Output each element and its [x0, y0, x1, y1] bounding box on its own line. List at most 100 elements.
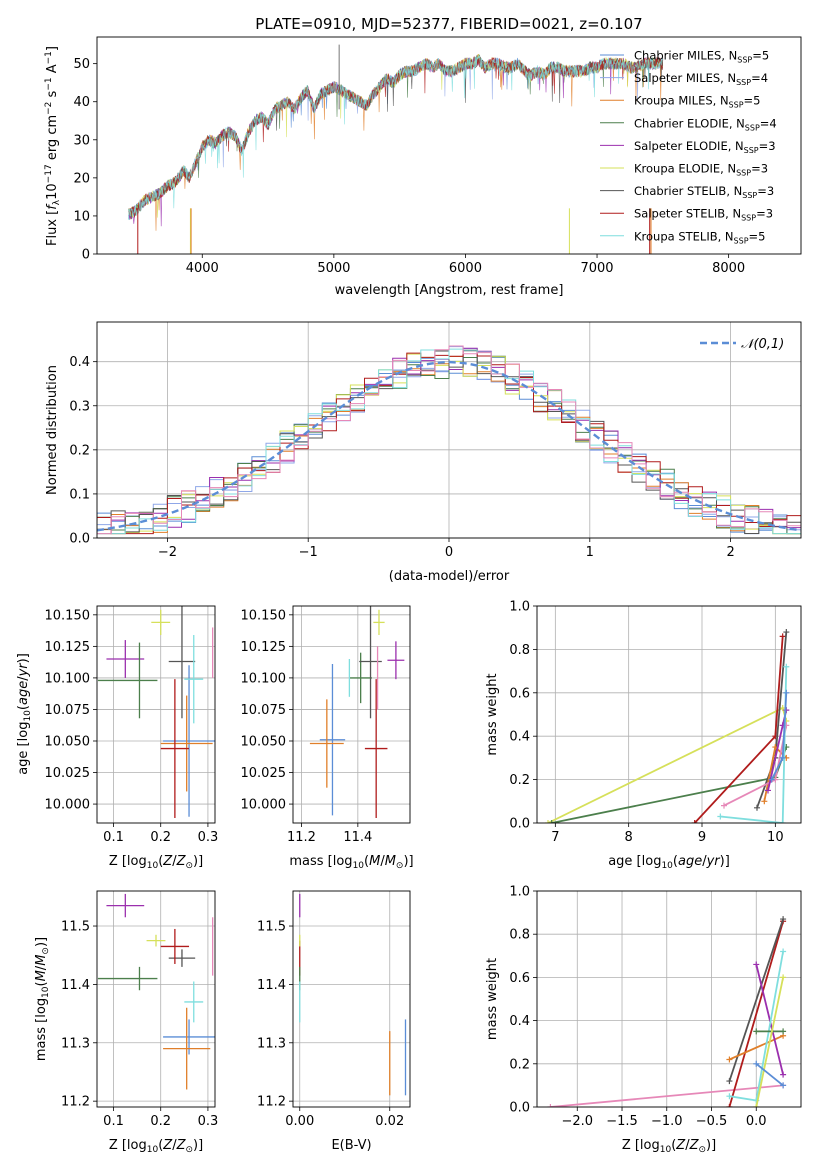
legend-text: Kroupa MILES, N	[634, 94, 729, 108]
weight-marker	[754, 804, 760, 811]
weight-marker	[547, 1104, 554, 1107]
weight-marker	[765, 787, 771, 794]
x-tick-label: 0	[445, 545, 453, 560]
weight-marker	[779, 820, 786, 823]
y-tick-label: 11.2	[257, 1095, 286, 1110]
legend-entry: Chabrier STELIB, NSSP=3	[634, 184, 774, 200]
weight-marker	[726, 1078, 733, 1085]
mass-vs-Z-axes: 0.1 0.2 0.3 11.2 11.3 11.4 11.5 Z [log10(Z/Z⊙)]…	[34, 890, 218, 1155]
y-tick-label: 20	[73, 171, 90, 186]
y-tick-label: 1.0	[509, 600, 530, 615]
y-tick-label: 11.2	[61, 1095, 90, 1110]
legend-value: =4	[760, 116, 777, 130]
weight-line-0	[547, 706, 788, 823]
weight-marker	[726, 1056, 733, 1063]
legend-subscript: SSP	[737, 56, 752, 65]
x-axis-label: Z [log10(Z/Z⊙)]	[109, 1138, 203, 1155]
y-tick-label: 10.075	[45, 703, 91, 718]
legend-value: =3	[751, 162, 768, 176]
y-tick-label: 0.2	[69, 443, 90, 458]
legend-entry: Chabrier MILES, NSSP=5	[634, 49, 769, 65]
x-tick-label: 9	[698, 830, 706, 845]
y-tick-label: 11.5	[61, 920, 90, 935]
x-tick-label: −1	[299, 545, 318, 560]
axes-frame	[96, 321, 802, 539]
x-tick-label: −0.5	[696, 1114, 728, 1129]
weight-line-2	[728, 918, 784, 1082]
y-tick-label: 0.4	[69, 355, 90, 370]
axes-frame	[96, 36, 802, 255]
x-axis-label: age [log10(age/yr)]	[608, 854, 730, 871]
x-tick-label: −1.5	[606, 1114, 638, 1129]
weight-marker	[753, 1104, 760, 1107]
legend-subscript: SSP	[729, 101, 744, 110]
x-tick-label: 0.2	[150, 1114, 171, 1129]
legend-value: =4	[751, 71, 768, 85]
spectrum-axes: 4000 5000 6000 7000 8000 0 10 20 30 40 50 Chabrier …	[44, 36, 802, 298]
y-tick-label: 0.0	[69, 532, 90, 547]
y-tick-label: 11.4	[257, 978, 286, 993]
y-tick-label: 10.000	[45, 798, 91, 813]
legend-subscript: SSP	[736, 169, 751, 178]
y-tick-label: 1.0	[509, 885, 530, 900]
y-tick-label: 0.4	[509, 1014, 530, 1029]
weight-marker	[548, 820, 555, 823]
x-axis-label: wavelength [Angstrom, rest frame]	[335, 283, 564, 298]
x-tick-label: 8000	[712, 261, 745, 276]
y-tick-label: 10.150	[241, 608, 287, 623]
x-tick-label: −2.0	[561, 1114, 593, 1129]
legend-value: =3	[759, 139, 776, 153]
y-tick-label: 0.3	[69, 399, 90, 414]
x-axis-label: mass [log10(M/M⊙)]	[289, 854, 413, 871]
weight-line-1	[551, 746, 788, 823]
weight-lines	[547, 916, 787, 1107]
y-tick-label: 10.125	[241, 640, 287, 655]
weight-marker	[753, 1028, 760, 1035]
weight-marker	[768, 776, 775, 783]
y-tick-label: 11.3	[61, 1036, 90, 1051]
y-tick-label: 11.5	[257, 920, 286, 935]
weight-marker	[726, 1104, 733, 1107]
weight-lines	[545, 629, 790, 823]
x-tick-label: 0.0	[746, 1114, 767, 1129]
errorbar-points	[97, 893, 215, 1090]
errorbar-points	[309, 606, 405, 818]
weight-line-8	[755, 1063, 784, 1087]
axes-frame	[292, 605, 411, 824]
legend-value: =3	[756, 207, 773, 221]
weight-marker	[780, 916, 787, 923]
weight-marker	[761, 798, 768, 805]
legend-text: Kroupa STELIB, N	[634, 229, 734, 243]
y-tick-label: 10	[73, 209, 90, 224]
legend-entry: Salpeter ELODIE, NSSP=3	[634, 139, 776, 155]
weight-marker	[780, 948, 787, 955]
y-axis-label: age [log10(age/yr)]	[16, 653, 33, 775]
y-tick-label: 0.8	[509, 928, 530, 943]
mass-vs-EBV-axes: 0.00 0.02 11.2 11.3 11.4 11.5 E(B-V)	[257, 890, 411, 1153]
y-tick-label: 0.0	[509, 817, 530, 832]
chart-title: PLATE=0910, MJD=52377, FIBERID=0021, z=0…	[255, 15, 642, 33]
weight-marker	[691, 820, 698, 823]
weight-line-4	[755, 964, 784, 1075]
y-tick-label: 0.2	[509, 773, 530, 788]
weight-line-7	[755, 977, 784, 1107]
x-tick-label: 11.4	[343, 830, 372, 845]
legend-value: =3	[757, 184, 774, 198]
legend-text: Salpeter STELIB, N	[634, 207, 741, 221]
legend-text: Chabrier MILES, N	[634, 49, 737, 63]
weight-marker	[780, 1028, 787, 1035]
y-tick-label: 30	[73, 133, 90, 148]
x-tick-label: −1.0	[651, 1114, 683, 1129]
y-tick-label: 0.1	[69, 487, 90, 502]
weight-marker	[717, 813, 724, 820]
x-axis-label: Z [log10(Z/Z⊙)]	[109, 854, 203, 871]
x-tick-label: 0.02	[375, 1114, 404, 1129]
weight-marker	[779, 754, 786, 761]
y-tick-label: 10.025	[45, 766, 91, 781]
legend-subscript: SSP	[745, 123, 760, 132]
y-tick-label: 0.6	[509, 971, 530, 986]
weight-marker	[780, 1071, 787, 1078]
legend-entry: Kroupa MILES, NSSP=5	[634, 94, 760, 110]
